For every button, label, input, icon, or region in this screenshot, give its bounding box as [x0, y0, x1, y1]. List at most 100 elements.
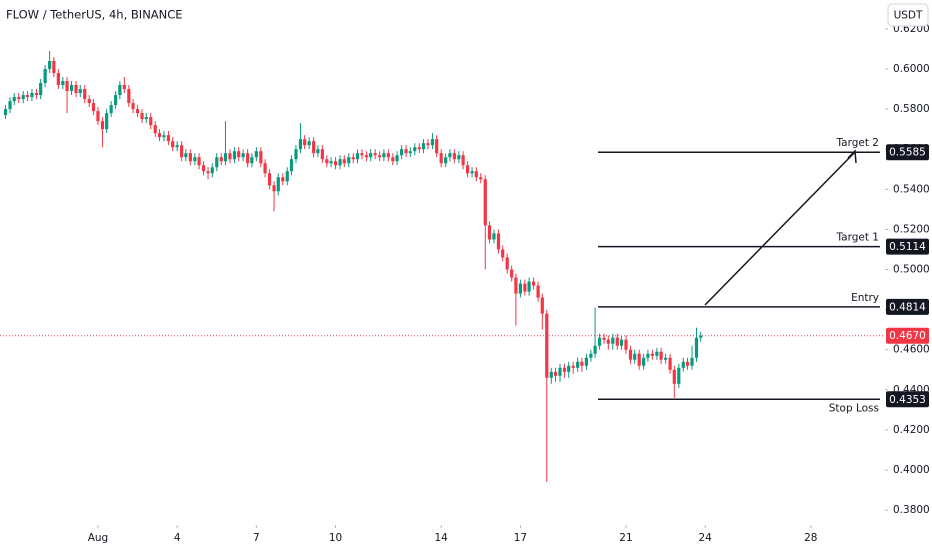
candle-body — [553, 371, 558, 376]
candle-body — [593, 345, 597, 354]
candle-body — [298, 139, 303, 150]
candle-body — [655, 351, 659, 356]
candle-body — [118, 85, 122, 96]
candle-body — [461, 155, 465, 166]
candle-body — [61, 81, 65, 86]
candle-body — [285, 171, 289, 182]
level-price-box — [886, 144, 929, 161]
candle-body — [267, 173, 272, 186]
candle-body — [259, 151, 263, 164]
candle-body — [48, 60, 52, 69]
candle-body — [294, 149, 298, 160]
candle-body — [180, 145, 184, 158]
candle-body — [637, 353, 641, 366]
y-tick-label: 0.6000 — [893, 63, 930, 75]
candle-body — [483, 179, 487, 226]
candle-body — [351, 157, 355, 160]
candle-body — [201, 165, 206, 172]
candle-body — [505, 257, 509, 270]
candle-body — [417, 147, 421, 150]
candle-body — [193, 157, 197, 162]
level-price-box — [886, 391, 929, 408]
candle-body — [96, 111, 100, 122]
candle-body — [606, 339, 610, 344]
candle-body — [663, 357, 668, 360]
candle-body — [78, 89, 82, 94]
candle-body — [316, 149, 320, 154]
candle-body — [439, 153, 443, 164]
candle-body — [39, 83, 43, 96]
candle-body — [378, 155, 382, 158]
candle-body — [347, 157, 351, 164]
candle-body — [650, 353, 654, 356]
candle-body — [457, 155, 461, 160]
candle-body — [307, 141, 311, 146]
candle-body — [518, 283, 522, 294]
level-price-box — [886, 238, 929, 255]
level-price: 0.5114 — [889, 241, 926, 253]
x-tick-label: 4 — [174, 532, 181, 544]
candle-body — [140, 113, 144, 120]
candle-body — [21, 95, 25, 100]
level-label: Target 2 — [835, 137, 879, 149]
currency-label[interactable]: USDT — [894, 10, 923, 22]
candle-body — [659, 351, 663, 360]
currency-button[interactable] — [887, 3, 929, 27]
candle-body — [399, 149, 404, 156]
candle-body — [246, 153, 250, 164]
candle-body — [580, 361, 584, 366]
x-tick-label: 28 — [804, 532, 817, 544]
candle-body — [52, 60, 56, 73]
candle-body — [391, 157, 395, 162]
candle-body — [355, 153, 360, 160]
candle-body — [677, 367, 681, 384]
x-tick-label: 17 — [514, 532, 527, 544]
candle-body — [597, 337, 602, 346]
candle-body — [8, 101, 12, 110]
candle-body — [452, 153, 456, 160]
candle-body — [254, 151, 258, 158]
candle-body — [210, 167, 214, 174]
candle-body — [105, 113, 109, 130]
candle-body — [624, 339, 628, 350]
candle-body — [312, 141, 316, 154]
candle-body — [342, 159, 346, 164]
level-label: Target 1 — [835, 232, 879, 244]
candle-body — [329, 161, 333, 164]
candle-body — [281, 177, 285, 182]
y-tick-label: 0.5000 — [893, 264, 930, 276]
candle-body — [448, 153, 452, 158]
y-tick-label: 0.4200 — [893, 424, 930, 436]
candle-body — [611, 337, 615, 344]
projection-arrow — [704, 151, 856, 306]
candle-body — [545, 313, 549, 378]
candle-body — [12, 97, 16, 102]
candle-body — [531, 281, 536, 286]
y-tick-label: 0.5800 — [893, 103, 930, 115]
candle-body — [501, 249, 505, 258]
candle-body — [25, 95, 30, 98]
candle-body — [694, 337, 699, 358]
candle-body — [540, 297, 544, 314]
candle-body — [628, 349, 633, 360]
candle-body — [43, 68, 47, 84]
candle-body — [510, 269, 514, 278]
candle-body — [320, 149, 324, 160]
level-label: Stop Loss — [829, 402, 879, 414]
candle-body — [672, 369, 676, 384]
candle-body — [232, 151, 237, 160]
candle-body — [184, 153, 188, 158]
candle-body — [333, 161, 338, 166]
candle-body — [562, 367, 567, 372]
candle-body — [395, 155, 399, 162]
candle-body — [228, 153, 232, 160]
chart-title: FLOW / TetherUS, 4h, BINANCE — [6, 8, 183, 22]
candle-body — [487, 225, 492, 240]
candle-body — [413, 147, 417, 152]
candle-body — [65, 81, 69, 92]
candle-body — [206, 171, 210, 174]
level-price-box — [886, 298, 929, 315]
candle-body — [276, 177, 280, 192]
candle-body — [171, 141, 175, 148]
